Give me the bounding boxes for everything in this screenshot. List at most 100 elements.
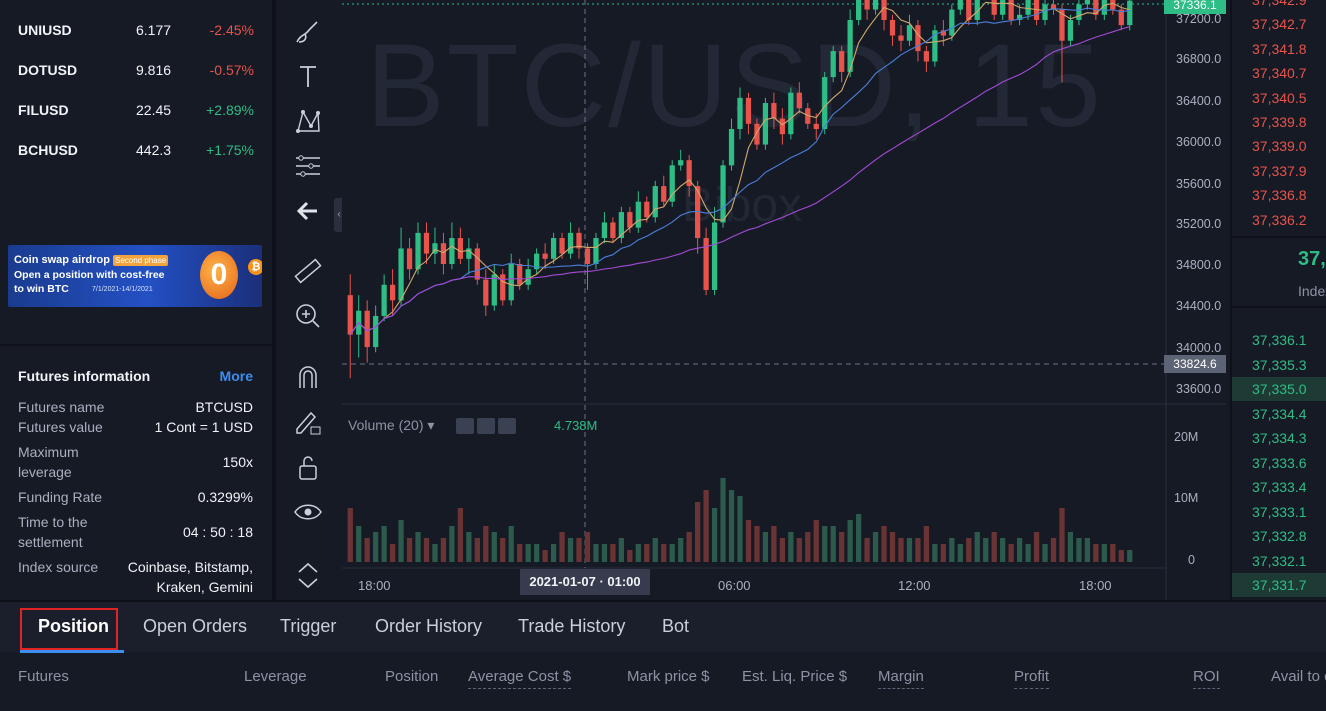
volume-bar [923, 526, 930, 562]
bid-row[interactable]: 37,334.4 [1252, 405, 1307, 422]
ticker-row[interactable]: BCHUSD 442.3 +1.75% [18, 142, 254, 162]
pattern-icon[interactable] [291, 104, 325, 138]
ask-row[interactable]: 37,336.8 [1252, 187, 1307, 204]
price-axis-label: 36800.0 [1176, 52, 1222, 66]
ask-row[interactable]: 37,339.8 [1252, 114, 1307, 130]
tab-bot[interactable]: Bot [662, 616, 690, 636]
volume-bar [517, 544, 523, 562]
candle-body [847, 19, 853, 72]
volume-bar [940, 544, 946, 562]
volume-bar [415, 532, 421, 562]
bid-row[interactable]: 37,333.1 [1252, 503, 1307, 520]
volume-bar [1042, 544, 1048, 562]
candle-body [618, 212, 625, 239]
close-icon[interactable] [498, 418, 516, 434]
eye-icon[interactable] [291, 495, 325, 529]
ask-row[interactable]: 37,342.9 [1252, 0, 1307, 8]
unlock-icon[interactable] [291, 450, 325, 484]
volume-axis-label: 0 [1188, 553, 1195, 567]
collapse-toolbar-button[interactable]: ‹ [334, 198, 344, 232]
ask-row[interactable]: 37,340.5 [1252, 89, 1307, 106]
text-icon[interactable] [291, 59, 325, 93]
price-axis-label: 34400.0 [1176, 299, 1222, 313]
bid-row[interactable]: 37,335.3 [1252, 356, 1307, 373]
ask-row[interactable]: 37,342.7 [1252, 16, 1307, 33]
settings-icon[interactable] [477, 418, 495, 434]
ask-row[interactable]: 37,340.7 [1252, 65, 1307, 82]
bid-row[interactable]: 37,332.8 [1252, 528, 1307, 544]
layers-icon[interactable] [291, 558, 325, 592]
back-arrow-icon[interactable] [291, 194, 325, 228]
price-axis-label: 35600.0 [1176, 177, 1222, 191]
chart-canvas[interactable] [342, 0, 1226, 600]
candle-body [788, 92, 794, 135]
volume-bar [559, 532, 565, 562]
tab-order-history[interactable]: Order History [375, 616, 483, 636]
candle-body [567, 232, 574, 254]
ask-row[interactable]: 37,341.8 [1252, 40, 1307, 57]
price-axis-label: 36400.0 [1176, 94, 1222, 108]
magnet-icon[interactable] [291, 360, 325, 394]
volume-bar [356, 526, 362, 562]
bottom-panel: Position Open Orders Trigger Order Histo… [0, 600, 1326, 711]
column-header[interactable]: ROI [1193, 668, 1220, 689]
ruler-icon[interactable] [291, 254, 325, 288]
bid-row[interactable]: 37,331.7 [1232, 573, 1326, 597]
bid-row[interactable]: 37,334.3 [1252, 430, 1307, 446]
column-header[interactable]: Average Cost $ [468, 668, 572, 689]
volume-bar [1008, 544, 1014, 562]
candle-body [1076, 4, 1082, 20]
tab-position[interactable]: Position [38, 616, 109, 636]
time-axis-label: 06:00 [718, 578, 751, 593]
bid-row[interactable]: 37,333.4 [1252, 479, 1307, 495]
tab-open-orders[interactable]: Open Orders [143, 616, 248, 636]
max-leverage-value: 150x [222, 454, 253, 470]
bid-row[interactable]: 37,332.1 [1252, 552, 1307, 569]
futures-info-more-link[interactable]: More [219, 368, 253, 384]
tab-underline [20, 650, 124, 653]
ticker-row[interactable]: DOTUSD 9.816 -0.57% [18, 62, 254, 82]
candle-body [1067, 19, 1074, 41]
column-header[interactable]: Margin [878, 668, 924, 689]
ticker-row[interactable]: UNIUSD 6.177 -2.45% [18, 22, 254, 42]
candle-body [932, 30, 938, 62]
tab-trade-history[interactable]: Trade History [518, 616, 626, 636]
volume-bar [584, 532, 591, 562]
candle-body [483, 279, 489, 306]
ask-row[interactable]: 37,339.0 [1252, 138, 1307, 155]
volume-bar [389, 544, 396, 562]
ticker-symbol: BCHUSD [18, 142, 78, 158]
candle-body [347, 295, 353, 335]
price-chart[interactable]: BTC/USD, 15 Bibox Volume (20) ▾ 4.738M 3… [342, 0, 1226, 600]
volume-bar [567, 538, 574, 562]
futures-value-value: 1 Cont = 1 USD [154, 419, 253, 435]
ask-row[interactable]: 37,336.2 [1252, 211, 1307, 228]
candle-body [601, 222, 608, 239]
airdrop-banner[interactable]: Coin swap airdrop Second phase Open a po… [8, 245, 262, 307]
ticker-row[interactable]: FILUSD 22.45 +2.89% [18, 102, 254, 122]
volume-bar [398, 520, 404, 562]
bid-row[interactable]: 37,336.1 [1252, 332, 1307, 348]
visibility-icon[interactable] [456, 418, 474, 434]
volume-bar [610, 544, 616, 562]
zoom-in-icon[interactable] [291, 299, 325, 333]
volume-bar [1033, 532, 1040, 562]
brush-icon[interactable] [291, 14, 325, 48]
funding-rate-label: Funding Rate [18, 489, 103, 505]
bid-row[interactable]: 37,335.0 [1232, 377, 1326, 401]
volume-bar [347, 508, 353, 562]
fib-icon[interactable] [291, 149, 325, 183]
volume-bar [1000, 538, 1006, 562]
ask-row[interactable]: 37,337.9 [1252, 162, 1307, 179]
candle-body [398, 248, 404, 301]
lock-pencil-icon[interactable] [291, 405, 325, 439]
tab-trigger[interactable]: Trigger [280, 616, 337, 636]
volume-bar [534, 544, 540, 562]
volume-indicator-label[interactable]: Volume (20) ▾ [348, 417, 435, 433]
volume-bar [1118, 550, 1124, 562]
column-header[interactable]: Profit [1014, 668, 1050, 689]
brand-watermark: Bibox [682, 179, 803, 232]
bid-row[interactable]: 37,333.6 [1252, 454, 1307, 471]
futures-info-title: Futures information [18, 368, 151, 384]
